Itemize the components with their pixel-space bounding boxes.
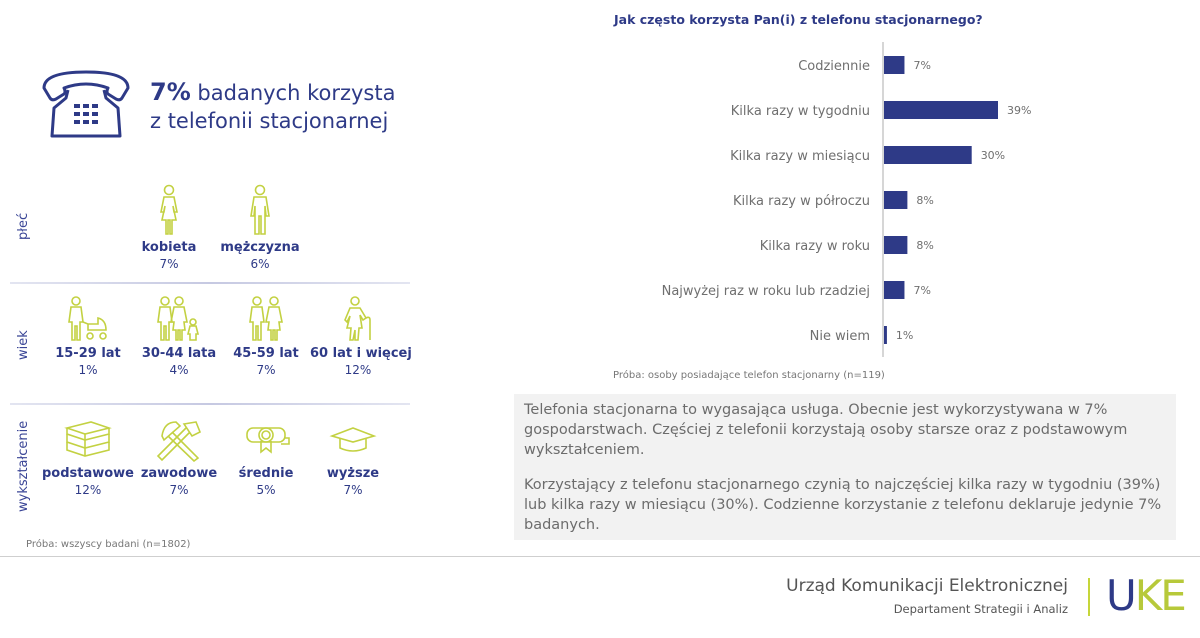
sample-note-all: Próba: wszyscy badani (n=1802) (26, 539, 191, 550)
couple-icon (249, 296, 283, 341)
demo-item-age-15-29: 15-29 lat 1% (40, 296, 136, 377)
demo-name: 60 lat i więcej (310, 346, 412, 361)
headline: 7% badanych korzysta z telefonii stacjon… (150, 78, 395, 135)
bar (884, 236, 908, 254)
books-icon (64, 421, 112, 457)
family-icon (157, 296, 200, 341)
demo-value: 12% (344, 363, 372, 377)
value-label: 30% (981, 149, 1005, 162)
demo-item-edu-zawodowe: zawodowe 7% (131, 418, 227, 497)
demo-item-edu-podstawowe: podstawowe 12% (40, 418, 136, 497)
demo-item-man: mężczyzna 6% (212, 184, 308, 271)
demo-name: zawodowe (140, 466, 218, 481)
demo-item-age-30-44: 30-44 lata 4% (131, 296, 227, 377)
value-label: 7% (913, 59, 930, 72)
value-label: 1% (896, 329, 913, 342)
category-label: Najwyżej raz w roku lub rzadziej (662, 284, 870, 299)
organization-name: Urząd Komunikacji Elektronicznej (786, 576, 1068, 596)
section-label-education: wykształcenie (16, 420, 31, 512)
demo-value: 7% (159, 257, 179, 271)
section-label-age: wiek (16, 330, 31, 360)
value-label: 8% (916, 239, 933, 252)
hammer-pickaxe-icon (156, 421, 202, 462)
elderly-woman-with-cane-icon (344, 296, 371, 341)
demo-item-age-60-plus: 60 lat i więcej 12% (310, 296, 412, 377)
value-label: 39% (1007, 104, 1031, 117)
headline-text-line2: z telefonii stacjonarnej (150, 109, 389, 133)
diploma-icon (246, 427, 290, 454)
bar (884, 146, 972, 164)
demo-item-edu-wyzsze: wyższe 7% (305, 418, 401, 497)
demo-value: 7% (256, 363, 276, 377)
demo-value: 6% (250, 257, 270, 271)
summary-box: Telefonia stacjonarna to wygasająca usłu… (514, 394, 1176, 540)
demo-value: 5% (256, 483, 276, 497)
demo-name: 30-44 lata (141, 346, 217, 361)
sample-note-chart: Próba: osoby posiadające telefon stacjon… (613, 370, 885, 381)
logo-ke: KE (1134, 571, 1187, 620)
bar (884, 281, 905, 299)
category-label: Kilka razy w półroczu (733, 194, 870, 209)
graduation-cap-icon (329, 427, 377, 452)
section-divider (10, 403, 410, 405)
demo-item-edu-srednie: średnie 5% (218, 418, 314, 497)
demo-name: średnie (238, 466, 294, 481)
logo-separator (1088, 578, 1090, 616)
landline-phone-icon (42, 70, 130, 138)
demo-name: 15-29 lat (55, 346, 121, 361)
demo-name: 45-59 lat (233, 346, 299, 361)
bar (884, 326, 887, 344)
bar (884, 101, 998, 119)
demo-value: 1% (78, 363, 98, 377)
demo-name: wyższe (326, 466, 380, 481)
footer-divider (0, 556, 1200, 557)
demo-name: podstawowe (41, 466, 135, 481)
man-icon (250, 184, 270, 235)
parent-with-stroller-icon (68, 296, 107, 341)
section-label-gender: płeć (16, 212, 31, 240)
category-label: Kilka razy w tygodniu (731, 104, 870, 119)
category-label: Kilka razy w roku (760, 239, 870, 254)
value-label: 8% (916, 194, 933, 207)
headline-text-line1: badanych korzysta (190, 81, 396, 105)
bar-chart: Codziennie 7% Kilka razy w tygodniu 39% Kilk… (662, 42, 1031, 357)
woman-icon (160, 184, 178, 235)
demo-item-woman: kobieta 7% (121, 184, 217, 271)
bar (884, 56, 905, 74)
category-label: Kilka razy w miesiącu (730, 149, 870, 164)
demo-item-age-45-59: 45-59 lat 7% (218, 296, 314, 377)
category-label: Codziennie (798, 59, 870, 74)
demo-value: 7% (343, 483, 363, 497)
value-label: 7% (913, 284, 930, 297)
section-divider (10, 282, 410, 284)
bar (884, 191, 908, 209)
demo-name: mężczyzna (220, 240, 300, 255)
department-name: Departament Strategii i Analiz (893, 602, 1068, 616)
demo-value: 7% (169, 483, 189, 497)
uke-logo: UKE (1106, 571, 1187, 620)
demo-value: 4% (169, 363, 189, 377)
headline-percent: 7% (150, 78, 191, 106)
demo-name: kobieta (141, 240, 197, 255)
category-label: Nie wiem (810, 329, 870, 344)
summary-paragraph-1: Telefonia stacjonarna to wygasająca usłu… (524, 402, 1128, 458)
logo-u: U (1106, 571, 1137, 620)
chart-title: Jak często korzysta Pan(i) z telefonu st… (614, 12, 983, 27)
summary-paragraph-2: Korzystający z telefonu stacjonarnego cz… (524, 477, 1162, 533)
demo-value: 12% (74, 483, 102, 497)
bars-group: Codziennie 7% Kilka razy w tygodniu 39% Kilk… (662, 56, 1031, 344)
